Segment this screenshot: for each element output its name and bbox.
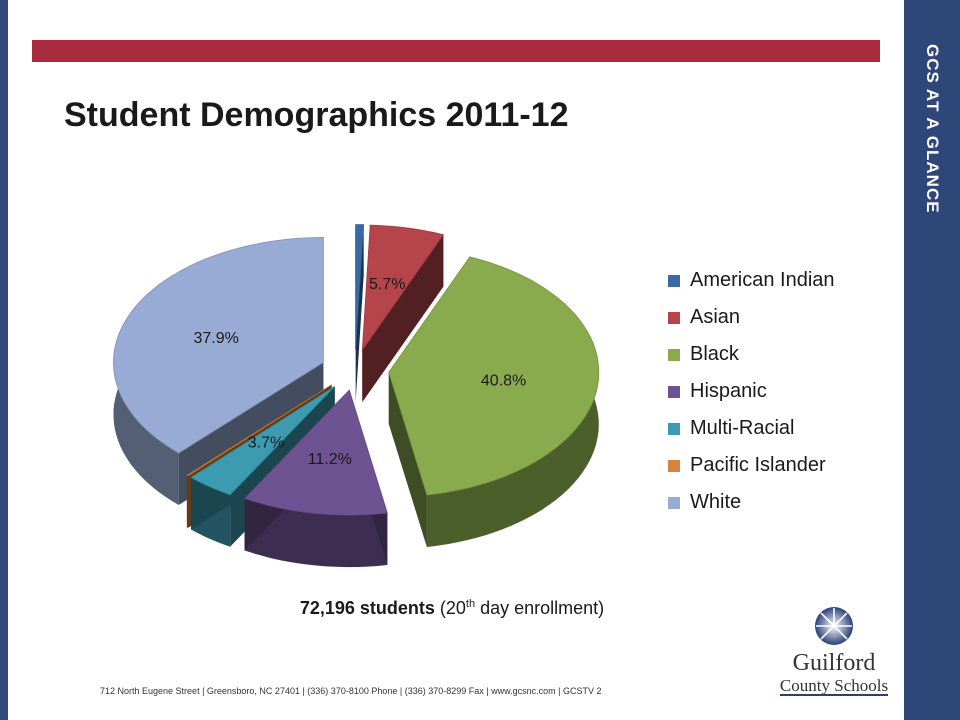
sidebar-title: GCS AT A GLANCE bbox=[904, 0, 960, 720]
enrollment-ordinal: th bbox=[465, 598, 476, 610]
slice-black bbox=[388, 256, 600, 548]
slice-top bbox=[113, 236, 324, 454]
data-label-hispanic: 11.2% bbox=[308, 451, 352, 468]
slice-top bbox=[361, 224, 444, 352]
guilford-logo-icon bbox=[780, 607, 888, 696]
slice-top bbox=[190, 386, 336, 496]
chart-legend: American Indian Asian Black Hispanic Multi-R… bbox=[668, 262, 835, 521]
slice-side bbox=[388, 372, 427, 548]
slice-top bbox=[355, 224, 365, 350]
legend-swatch bbox=[668, 385, 680, 398]
sidebar-band bbox=[904, 0, 960, 720]
slice-top bbox=[186, 384, 332, 477]
legend-item-multi-racial: Multi-Racial bbox=[668, 410, 835, 447]
data-label-white: 37.9% bbox=[194, 330, 239, 347]
legend-swatch bbox=[668, 348, 680, 361]
legend-swatch bbox=[668, 459, 680, 472]
enrollment-count: 72,196 students bbox=[299, 598, 435, 618]
slice-top bbox=[388, 256, 600, 496]
legend-item-american-indian: American Indian bbox=[668, 262, 835, 299]
data-label-multi-racial: 3.7% bbox=[248, 435, 284, 452]
enrollment-suffix: day enrollment) bbox=[475, 598, 605, 618]
legend-item-black: Black bbox=[668, 336, 835, 373]
slice-wall bbox=[244, 498, 388, 568]
legend-item-white: White bbox=[668, 484, 835, 521]
logo-line-1: Guilford bbox=[792, 650, 876, 676]
pie-chart: 5.7% 40.8% 11.2% 3.7% 37.9% bbox=[113, 224, 600, 568]
slice-asian bbox=[361, 224, 444, 403]
footer-contact: 712 North Eugene Street | Greensboro, NC… bbox=[100, 686, 602, 696]
legend-label: Hispanic bbox=[690, 380, 767, 402]
logo-line-2: County Schools bbox=[779, 676, 889, 695]
data-label-asian: 5.7% bbox=[369, 276, 405, 293]
legend-label: White bbox=[690, 491, 742, 513]
slice-hispanic bbox=[243, 389, 388, 568]
enrollment-prefix: (20 bbox=[434, 598, 466, 618]
legend-label: Asian bbox=[690, 306, 741, 328]
sidebar-title-text: GCS AT A GLANCE bbox=[923, 44, 942, 214]
enrollment-caption: 72,196 students (20th day enrollment) bbox=[0, 598, 904, 619]
legend-label: American Indian bbox=[690, 269, 835, 291]
legend-item-pacific-islander: Pacific Islander bbox=[668, 447, 835, 484]
legend-swatch bbox=[668, 496, 680, 509]
legend-swatch bbox=[668, 311, 680, 324]
left-edge-band bbox=[0, 0, 8, 720]
legend-label: Pacific Islander bbox=[690, 454, 826, 476]
data-label-black: 40.8% bbox=[481, 373, 526, 390]
page-title: Student Demographics 2011-12 bbox=[64, 96, 569, 134]
slice-top bbox=[243, 389, 388, 516]
legend-item-hispanic: Hispanic bbox=[668, 373, 835, 410]
legend-item-asian: Asian bbox=[668, 299, 835, 336]
slice-american-indian bbox=[355, 224, 365, 402]
header-accent-bar bbox=[32, 40, 880, 62]
slice-side bbox=[355, 224, 364, 402]
legend-swatch bbox=[668, 274, 680, 287]
legend-label: Black bbox=[690, 343, 739, 365]
slice-side bbox=[362, 234, 444, 403]
legend-label: Multi-Racial bbox=[690, 417, 795, 439]
legend-swatch bbox=[668, 422, 680, 435]
